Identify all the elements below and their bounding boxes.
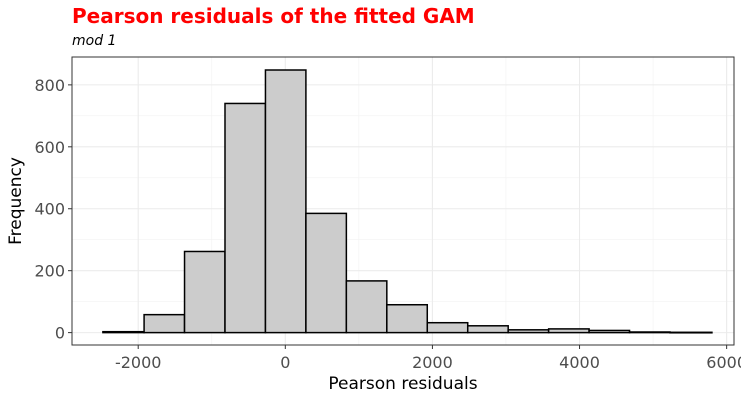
y-axis-title: Frequency <box>6 157 26 245</box>
y-tick-label: 200 <box>34 262 65 281</box>
x-tick-label: 4000 <box>559 353 600 372</box>
histogram-bar <box>628 331 671 334</box>
histogram-bar <box>305 212 348 334</box>
histogram-bar <box>588 329 631 334</box>
histogram-bar <box>386 303 429 334</box>
x-tick-label: 0 <box>280 353 290 372</box>
x-axis-title: Pearson residuals <box>328 374 477 394</box>
chart-title: Pearson residuals of the fitted GAM <box>72 4 475 28</box>
histogram-bar <box>264 69 307 334</box>
histogram-bar <box>547 328 590 334</box>
histogram-bar <box>183 250 226 334</box>
chart-subtitle: mod 1 <box>72 33 117 49</box>
plot-panel-background <box>72 57 734 345</box>
histogram-bar <box>426 321 469 334</box>
y-tick-label: 400 <box>34 200 65 219</box>
histogram-bar <box>102 330 145 334</box>
histogram-bar <box>224 102 267 334</box>
y-tick-label: 600 <box>34 138 65 157</box>
y-tick-label: 800 <box>34 76 65 95</box>
histogram-bar <box>669 331 713 334</box>
histogram-bars <box>102 69 713 334</box>
histogram-bar <box>345 280 388 334</box>
x-tick-label: -2000 <box>115 353 162 372</box>
histogram-bar <box>507 329 550 334</box>
x-tick-label: 2000 <box>412 353 453 372</box>
y-tick-label: 0 <box>55 324 65 343</box>
histogram-bar <box>143 313 186 334</box>
plot-panel-border <box>71 56 735 346</box>
histogram-bar <box>466 325 509 334</box>
